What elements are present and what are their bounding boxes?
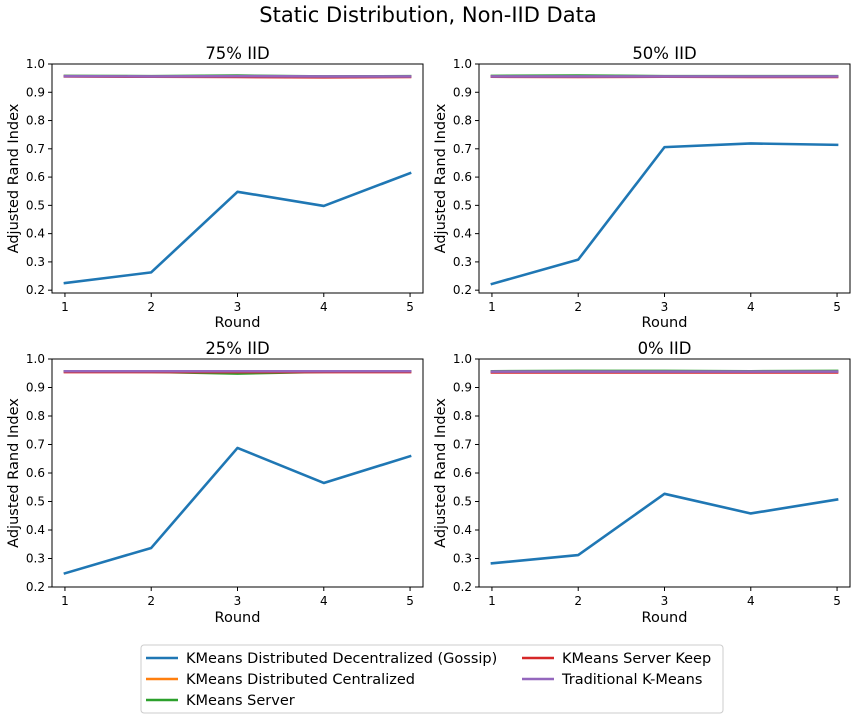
figure-title: Static Distribution, Non-IID Data [259,3,596,27]
y-tick-label: 0.8 [453,114,472,128]
x-tick-label: 1 [61,300,69,314]
x-axis-label: Round [642,610,688,626]
y-tick-label: 0.5 [453,495,472,509]
subplot-0: 75% IID Round Adjusted Rand Index 0.2 0.3… [6,44,424,331]
x-tick-label: 3 [234,300,242,314]
x-tick-label: 3 [661,594,669,608]
y-tick-label: 0.4 [26,227,45,241]
y-tick-label: 0.2 [26,283,45,297]
x-tick-label: 3 [661,300,669,314]
y-tick-label: 0.6 [26,466,45,480]
legend-frame [140,644,724,714]
legend-label: KMeans Server [186,693,295,709]
axes-frame [478,63,851,294]
subplot-title: 25% IID [205,339,269,358]
series-line-0 [63,446,412,575]
legend-label: KMeans Distributed Decentralized (Gossip… [186,651,497,667]
y-tick-label: 0.7 [453,142,472,156]
x-axis-label: Round [215,315,261,331]
x-tick-label: 5 [406,300,414,314]
y-tick-label: 0.3 [453,552,472,566]
x-axis-label: Round [215,610,261,626]
series-line-0 [490,492,839,565]
subplot-2: 25% IID Round Adjusted Rand Index 0.2 0.3… [6,339,424,626]
x-axis-label: Round [642,315,688,331]
y-tick-label: 0.5 [26,495,45,509]
x-tick-label: 4 [320,300,328,314]
y-tick-label: 0.8 [26,114,45,128]
series-line-0 [490,142,839,286]
x-tick-label: 5 [406,594,414,608]
x-tick-label: 1 [61,594,69,608]
plot-area: 0.2 0.3 0.4 0.5 0.6 0.7 0.8 0.9 1.0 1 2 3 4 5 [453,352,851,608]
y-tick-label: 1.0 [26,57,45,71]
legend-label: KMeans Server Keep [562,651,711,667]
y-tick-label: 1.0 [26,352,45,366]
x-tick-label: 2 [574,300,582,314]
y-tick-label: 0.8 [26,409,45,423]
plot-area: 0.2 0.3 0.4 0.5 0.6 0.7 0.8 0.9 1.0 1 2 3 4 5 [453,57,851,314]
x-tick-label: 4 [747,300,755,314]
y-tick-label: 0.6 [453,170,472,184]
y-tick-label: 0.8 [453,409,472,423]
legend: KMeans Distributed Decentralized (Gossip… [140,644,724,714]
x-tick-label: 1 [488,300,496,314]
y-axis-label: Adjusted Rand Index [433,103,449,253]
y-tick-label: 0.2 [453,580,472,594]
y-tick-label: 0.3 [26,552,45,566]
subplot-1: 50% IID Round Adjusted Rand Index 0.2 0.3… [433,44,851,331]
x-tick-label: 2 [574,594,582,608]
subplot-title: 75% IID [205,44,269,63]
y-tick-label: 0.5 [453,198,472,212]
x-tick-label: 4 [747,594,755,608]
x-tick-label: 1 [488,594,496,608]
plot-area: 0.2 0.3 0.4 0.5 0.6 0.7 0.8 0.9 1.0 1 2 3 4 5 [26,57,424,314]
y-tick-label: 1.0 [453,352,472,366]
x-tick-label: 5 [833,300,841,314]
legend-label: Traditional K-Means [561,672,702,688]
plot-area: 0.2 0.3 0.4 0.5 0.6 0.7 0.8 0.9 1.0 1 2 3 4 5 [26,352,424,608]
legend-items: KMeans Distributed Decentralized (Gossip… [146,651,711,709]
subplot-3: 0% IID Round Adjusted Rand Index 0.20.30… [433,339,851,626]
y-tick-label: 0.4 [453,227,472,241]
y-tick-label: 0.9 [26,381,45,395]
subplot-title: 50% IID [632,44,696,63]
y-tick-label: 0.4 [26,523,45,537]
series-line-0 [63,171,412,285]
y-tick-label: 0.6 [26,170,45,184]
subplot-title: 0% IID [638,339,692,358]
y-tick-label: 0.2 [26,580,45,594]
axes-frame [478,358,851,588]
x-tick-label: 5 [833,594,841,608]
y-tick-label: 1.0 [453,57,472,71]
y-tick-label: 0.5 [26,198,45,212]
y-tick-label: 0.7 [26,438,45,452]
x-tick-label: 2 [147,300,155,314]
legend-label: KMeans Distributed Centralized [186,672,415,688]
y-tick-label: 0.7 [26,142,45,156]
y-tick-label: 0.3 [26,255,45,269]
y-tick-label: 0.9 [26,85,45,99]
y-tick-label: 0.4 [453,523,472,537]
y-axis-label: Adjusted Rand Index [6,103,22,253]
y-tick-label: 0.6 [453,466,472,480]
x-tick-label: 3 [234,594,242,608]
x-tick-label: 4 [320,594,328,608]
y-tick-label: 0.9 [453,381,472,395]
axes-frame [51,63,424,294]
y-tick-label: 0.3 [453,255,472,269]
y-tick-label: 0.2 [453,283,472,297]
x-tick-label: 2 [147,594,155,608]
y-axis-label: Adjusted Rand Index [433,398,449,548]
y-tick-label: 0.9 [453,85,472,99]
y-tick-label: 0.7 [453,438,472,452]
y-axis-label: Adjusted Rand Index [6,398,22,548]
axes-frame [51,358,424,588]
